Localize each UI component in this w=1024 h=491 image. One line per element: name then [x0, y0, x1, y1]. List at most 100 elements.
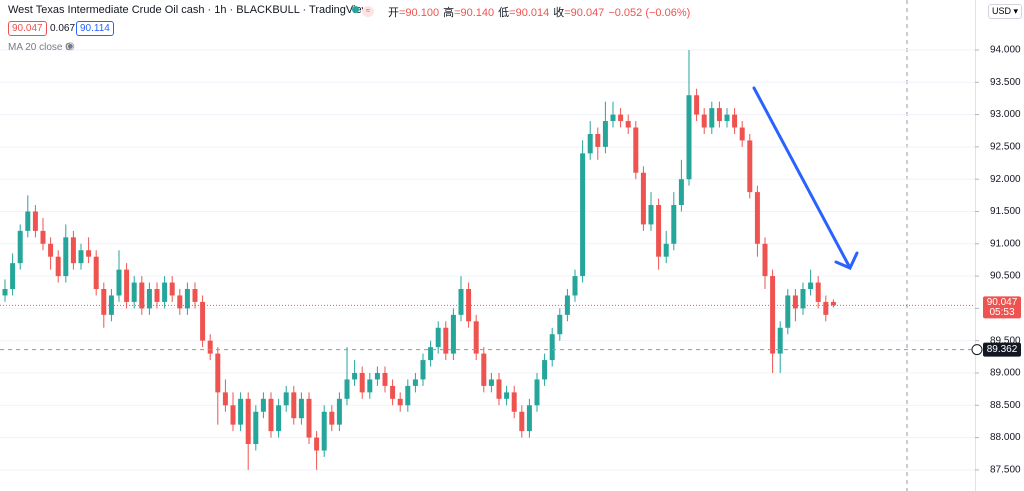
candle-body [420, 360, 426, 380]
last-price-box [983, 296, 1021, 319]
candle-body [762, 243, 768, 277]
y-tick-label: 90.500 [990, 271, 1021, 282]
candle-body [253, 411, 259, 445]
crosshair-box [983, 342, 1021, 357]
indicator-label[interactable]: MA 20 close 0 [8, 42, 71, 53]
candle-body [131, 282, 137, 302]
buy-button[interactable]: 90.114 [76, 21, 114, 36]
y-tick-label: 92.500 [990, 142, 1021, 153]
candle-body [488, 379, 494, 386]
candle-body [276, 405, 282, 432]
candle-body [238, 398, 244, 425]
candle-body [694, 95, 700, 115]
candle-body [792, 295, 798, 309]
candle-body [260, 398, 266, 412]
candle-body [116, 269, 122, 296]
candle-body [40, 230, 46, 244]
currency-button[interactable]: USD ▾ [988, 4, 1023, 19]
candle-body [70, 237, 76, 264]
candle-body [207, 340, 213, 354]
trend-arrow [752, 86, 859, 270]
candle-body [640, 172, 646, 225]
candle-body [2, 289, 8, 296]
candle-body [534, 379, 540, 406]
candle-body [55, 256, 61, 277]
candle-body [397, 398, 403, 406]
spread: 0.067 [50, 23, 76, 34]
candle-body [519, 411, 525, 432]
currency: USD [992, 6, 1012, 16]
crosshair-label: 89.362 [987, 344, 1018, 355]
candle-body [291, 392, 297, 419]
candle-body [481, 353, 487, 386]
legend-value: =90.140 [454, 7, 495, 19]
candle-body [321, 411, 327, 451]
y-tick-label: 92.000 [990, 174, 1021, 185]
candle-body [526, 405, 532, 432]
candle-body [48, 243, 54, 257]
candle-body [329, 411, 335, 425]
candle-body [724, 114, 730, 122]
candle-body [656, 205, 662, 257]
candle-body [230, 405, 236, 425]
candle-body [747, 140, 753, 193]
candle-body [686, 95, 692, 180]
candle-body [314, 437, 320, 451]
countdown-label: 05:53 [989, 307, 1014, 318]
status-icons: ≈ [352, 4, 378, 17]
candle-body [352, 372, 358, 380]
candle-body [169, 282, 175, 296]
visibility-icon[interactable]: ◉ [66, 41, 75, 52]
candle-body [671, 205, 677, 244]
candle-body [78, 250, 84, 264]
candle-body [268, 398, 274, 432]
candle-body [63, 237, 69, 277]
candle-body [557, 314, 563, 335]
candle-body [367, 379, 373, 393]
candle-body [663, 243, 669, 257]
candle-body [283, 392, 289, 406]
candle-body [215, 353, 221, 393]
candle-body [184, 289, 190, 309]
candle-body [511, 392, 517, 412]
legend-value: =90.100 [399, 7, 440, 19]
arrow-head [834, 251, 859, 270]
candle-body [587, 133, 593, 154]
candle-body [648, 205, 654, 225]
y-tick-label: 89.500 [990, 335, 1021, 346]
candle-body [618, 114, 624, 122]
legend-label: 收 [553, 7, 565, 19]
candle-body [177, 295, 183, 309]
change: −0.052 (−0.06%) [608, 7, 691, 19]
legend-value: =90.047 [564, 7, 605, 19]
candle-body [435, 327, 441, 348]
y-tick-label: 87.500 [990, 465, 1021, 476]
candle-body [32, 211, 38, 231]
sell-button[interactable]: 90.047 [8, 21, 47, 36]
y-tick-label: 88.500 [990, 400, 1021, 411]
candle-body [306, 398, 312, 438]
candle-body [428, 347, 434, 361]
candle-body [450, 314, 456, 354]
candle-body [374, 372, 380, 380]
candle-body [800, 289, 806, 309]
candle-body [808, 282, 814, 290]
legend-label: 低 [498, 7, 510, 19]
candle-body [344, 379, 350, 399]
candle-body [709, 108, 715, 128]
candle-body [754, 192, 760, 244]
candle-body [785, 295, 791, 328]
alert-icon: ≈ [362, 6, 375, 17]
candle-body [200, 301, 206, 341]
legend-label: 开 [388, 7, 399, 19]
grid: 87.50088.00088.50089.00089.50090.00090.5… [0, 45, 1021, 476]
legend-value: =90.014 [509, 7, 550, 19]
candle-body [770, 276, 776, 354]
candle-body [625, 121, 631, 128]
candle-body [830, 301, 836, 306]
candle-body [504, 392, 510, 399]
candle-body [496, 379, 502, 399]
crosshair-add-button [971, 344, 983, 356]
candle-body [10, 263, 16, 290]
